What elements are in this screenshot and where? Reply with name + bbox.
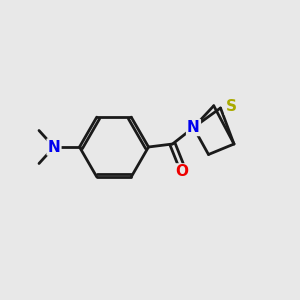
Text: N: N	[187, 120, 200, 135]
Text: O: O	[175, 164, 188, 179]
Text: S: S	[226, 99, 236, 114]
Text: N: N	[48, 140, 60, 154]
